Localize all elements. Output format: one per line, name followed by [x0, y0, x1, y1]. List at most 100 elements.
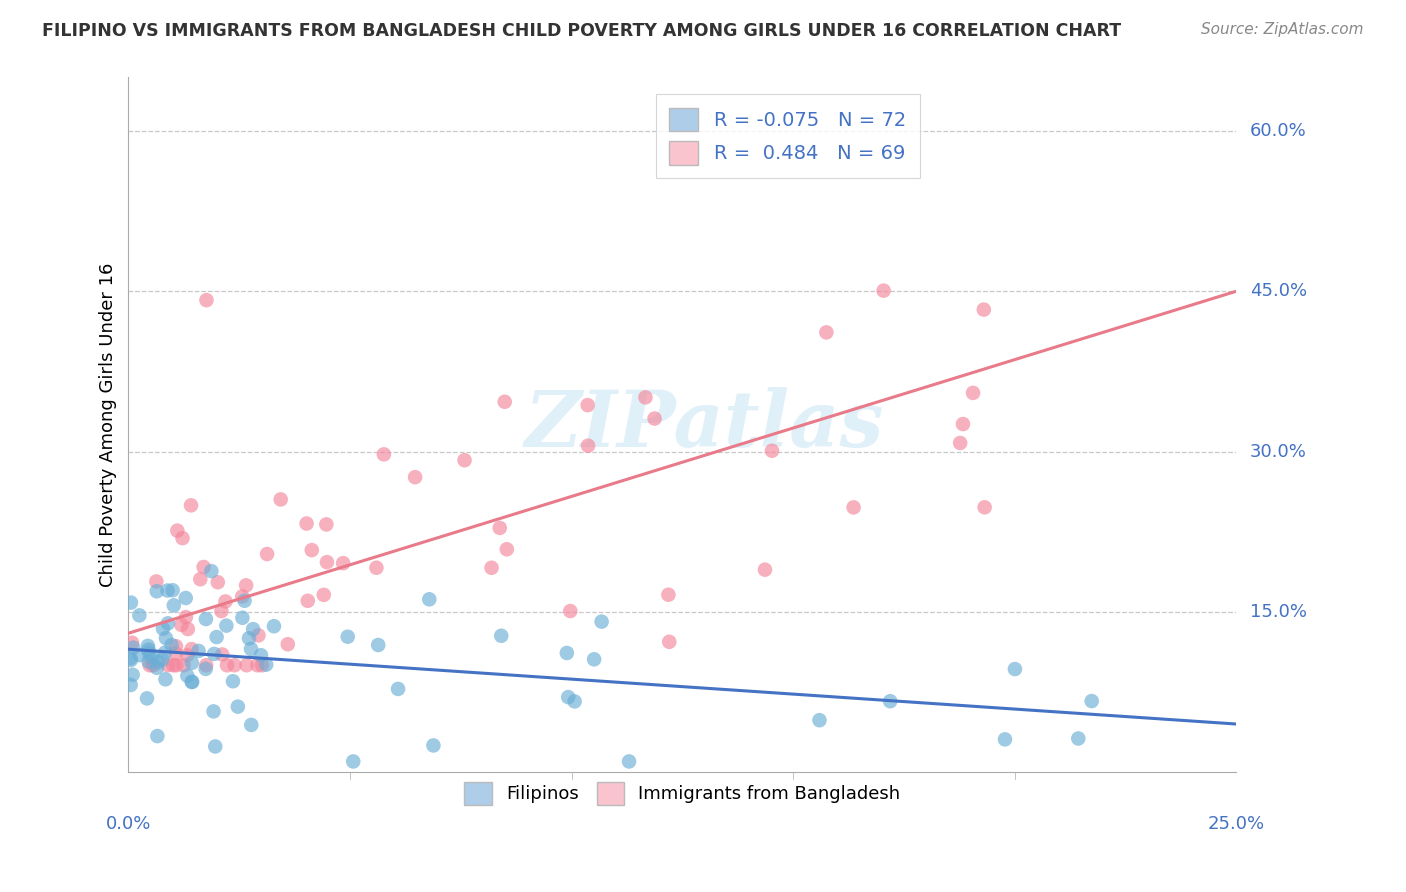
Point	[194, 612, 217, 626]
Point	[176, 648, 198, 662]
Point	[181, 674, 204, 689]
Point	[138, 642, 160, 657]
Text: 60.0%: 60.0%	[1250, 122, 1306, 140]
Point	[336, 630, 359, 644]
Point	[138, 646, 160, 660]
Point	[387, 681, 409, 696]
Point	[754, 563, 776, 577]
Point	[342, 755, 364, 769]
Point	[657, 588, 679, 602]
Point	[583, 652, 606, 666]
Point	[202, 705, 225, 719]
Point	[155, 673, 177, 687]
Point	[495, 542, 517, 557]
Point	[211, 604, 233, 618]
Point	[195, 658, 218, 673]
Point	[180, 499, 202, 513]
Point	[453, 453, 475, 467]
Point	[162, 658, 184, 673]
Point	[808, 713, 831, 727]
Point	[224, 658, 246, 673]
Point	[211, 648, 233, 662]
Point	[146, 729, 169, 743]
Point	[120, 653, 142, 667]
Point	[295, 516, 318, 531]
Point	[187, 644, 209, 658]
Point	[174, 610, 197, 624]
Point	[250, 648, 273, 663]
Point	[879, 694, 901, 708]
Point	[634, 390, 657, 404]
Point	[233, 593, 256, 607]
Point	[222, 674, 245, 689]
Point	[128, 648, 150, 662]
Point	[166, 524, 188, 538]
Point	[128, 608, 150, 623]
Point	[155, 631, 177, 645]
Point	[138, 658, 160, 673]
Point	[146, 661, 169, 675]
Text: 15.0%: 15.0%	[1250, 603, 1306, 621]
Point	[557, 690, 579, 705]
Point	[761, 443, 783, 458]
Point	[576, 398, 599, 412]
Point	[494, 394, 516, 409]
Point	[173, 658, 195, 673]
Point	[156, 658, 179, 673]
Point	[136, 691, 159, 706]
Point	[231, 611, 253, 625]
Point	[163, 599, 186, 613]
Point	[204, 739, 226, 754]
Point	[120, 678, 142, 692]
Point	[973, 302, 995, 317]
Point	[145, 584, 167, 599]
Point	[121, 636, 143, 650]
Point	[312, 588, 335, 602]
Point	[949, 436, 972, 450]
Point	[332, 556, 354, 570]
Point	[644, 411, 666, 425]
Point	[180, 675, 202, 690]
Text: 25.0%: 25.0%	[1208, 815, 1265, 833]
Point	[297, 594, 319, 608]
Point	[176, 669, 198, 683]
Point	[215, 658, 238, 673]
Point	[193, 560, 215, 574]
Point	[366, 560, 388, 574]
Point	[994, 732, 1017, 747]
Point	[367, 638, 389, 652]
Point	[316, 555, 339, 569]
Point	[1080, 694, 1102, 708]
Point	[250, 658, 273, 673]
Point	[231, 590, 253, 604]
Point	[240, 641, 263, 656]
Y-axis label: Child Poverty Among Girls Under 16: Child Poverty Among Girls Under 16	[100, 262, 117, 587]
Point	[165, 647, 187, 661]
Point	[180, 656, 202, 670]
Point	[263, 619, 285, 633]
Point	[404, 470, 426, 484]
Point	[270, 492, 292, 507]
Point	[315, 517, 337, 532]
Point	[122, 640, 145, 655]
Point	[277, 637, 299, 651]
Point	[138, 655, 160, 669]
Point	[165, 639, 187, 653]
Point	[174, 591, 197, 605]
Point	[1067, 731, 1090, 746]
Point	[156, 583, 179, 598]
Text: ZIPatlas: ZIPatlas	[524, 386, 884, 463]
Point	[1004, 662, 1026, 676]
Point	[238, 632, 260, 646]
Point	[194, 662, 217, 676]
Point	[153, 646, 176, 660]
Point	[214, 594, 236, 608]
Point	[136, 639, 159, 653]
Point	[481, 561, 503, 575]
Point	[188, 572, 211, 586]
Point	[215, 618, 238, 632]
Point	[207, 575, 229, 590]
Point	[142, 658, 165, 673]
Point	[842, 500, 865, 515]
Point	[165, 658, 187, 673]
